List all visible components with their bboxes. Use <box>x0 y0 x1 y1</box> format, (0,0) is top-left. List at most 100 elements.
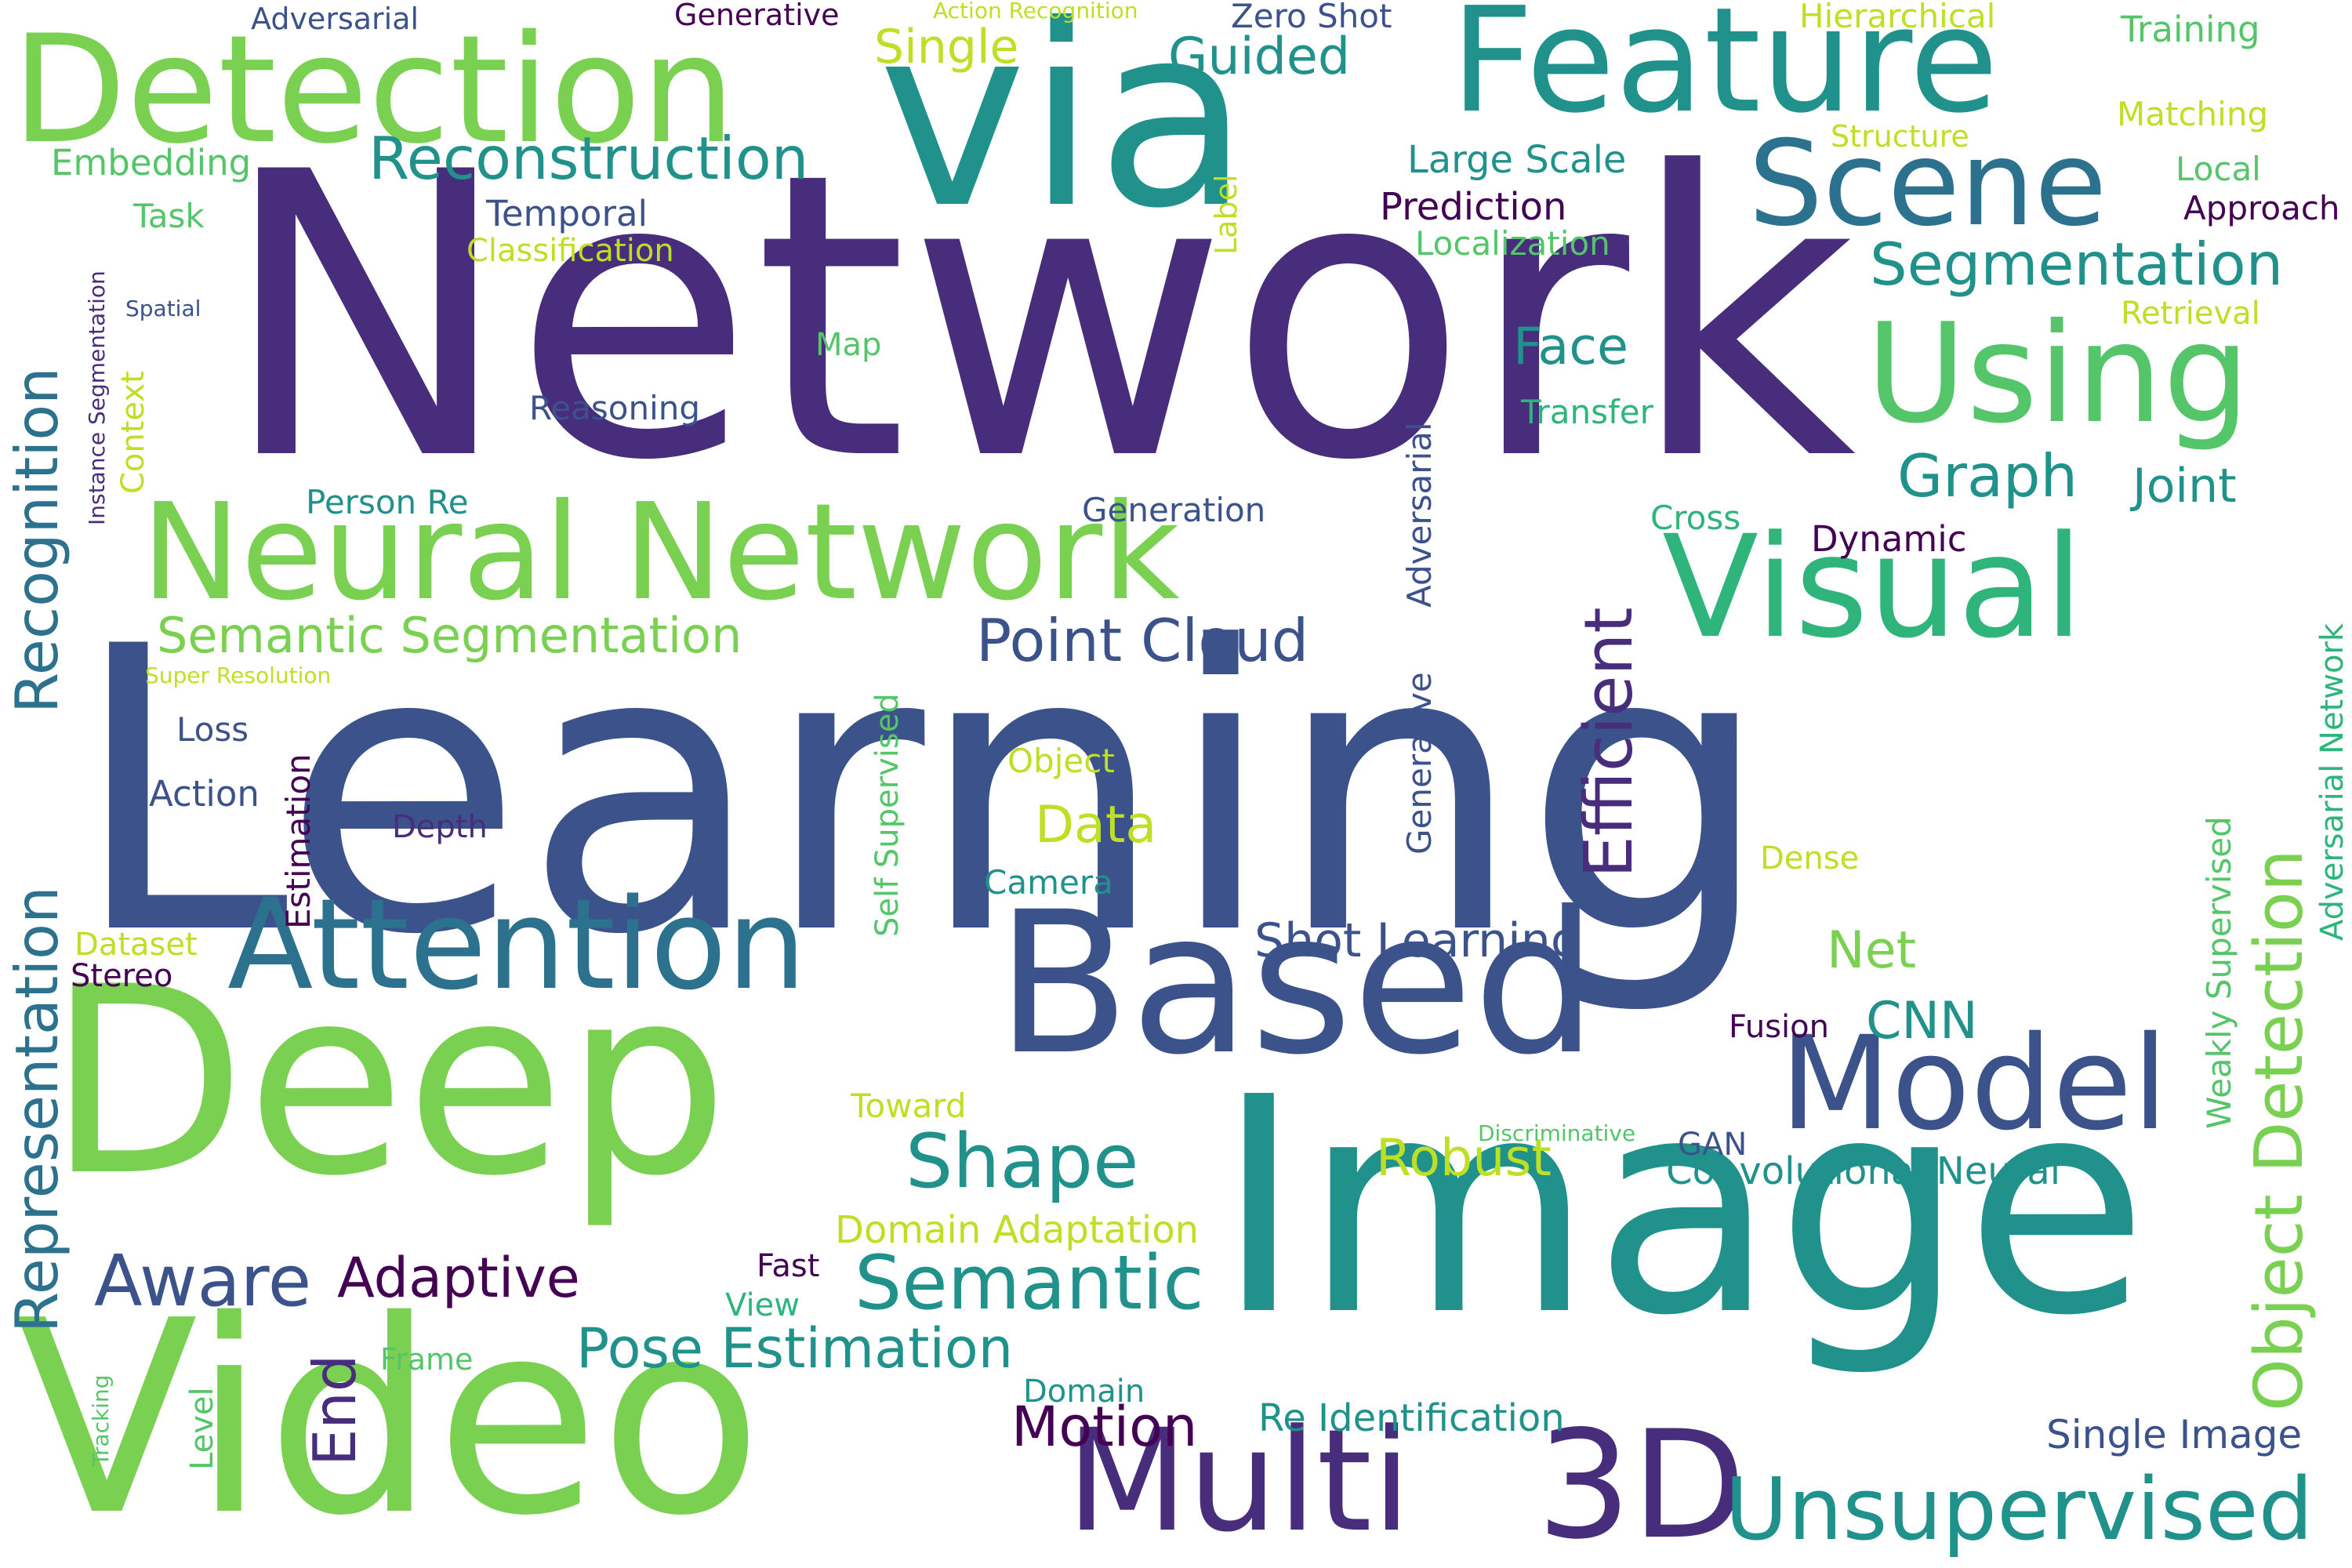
word-shape: Shape <box>906 1119 1139 1205</box>
word-reasoning: Reasoning <box>529 389 701 427</box>
word-domain-adaptation: Domain Adaptation <box>835 1208 1200 1252</box>
word-adaptive: Adaptive <box>337 1246 580 1310</box>
word-adversarial-v: Adversarial <box>1400 422 1439 608</box>
word-aware: Aware <box>94 1240 312 1323</box>
word-cnn: CNN <box>1866 992 1978 1051</box>
word-object: Object <box>1007 742 1115 780</box>
word-point-cloud: Point Cloud <box>976 606 1309 675</box>
word-re-identification: Re Identification <box>1258 1396 1565 1440</box>
word-depth: Depth <box>392 809 488 845</box>
word-model: Model <box>1780 1008 2169 1159</box>
word-stereo: Stereo <box>71 958 173 994</box>
word-level: Level <box>184 1387 220 1470</box>
word-single: Single <box>874 20 1019 74</box>
word-based: Based <box>996 869 1598 1098</box>
word-efficient: Efficient <box>1570 607 1648 878</box>
word-local: Local <box>2176 150 2261 188</box>
word-single-image: Single Image <box>2046 1412 2303 1457</box>
word-dynamic: Dynamic <box>1811 518 1967 560</box>
word-self-supervised: Self Supervised <box>869 693 906 937</box>
word-image: Image <box>1215 1033 2149 1381</box>
word-net: Net <box>1827 921 1917 980</box>
word-frame: Frame <box>380 1342 474 1377</box>
word-label: Label <box>1209 174 1243 255</box>
word-multi: Multi <box>1066 1399 1411 1563</box>
word-unsupervised: Unsupervised <box>1725 1459 2314 1559</box>
word-context: Context <box>115 371 151 494</box>
word-via: via <box>878 0 1250 263</box>
word-motion: Motion <box>1011 1395 1198 1459</box>
word-reconstruction: Reconstruction <box>368 124 809 193</box>
word-cross: Cross <box>1650 499 1741 537</box>
word-task: Task <box>133 197 205 235</box>
word-large-scale: Large Scale <box>1407 138 1627 182</box>
word-convolutional-neural: Convolutional Neural <box>1666 1149 2061 1193</box>
word-representation: Representation <box>2 886 71 1333</box>
word-adversarial-network: Adversarial Network <box>2314 622 2350 941</box>
word-dataset: Dataset <box>74 927 198 963</box>
word-generative: Generative <box>674 0 840 32</box>
word-approach: Approach <box>2183 189 2340 227</box>
word-spatial: Spatial <box>125 296 201 321</box>
word-semantic-segmentation: Semantic Segmentation <box>157 607 742 664</box>
word-fast: Fast <box>757 1248 820 1284</box>
word-localization: Localization <box>1415 224 1610 263</box>
word-embedding: Embedding <box>51 142 252 183</box>
word-prediction: Prediction <box>1380 185 1567 229</box>
word-estimation: Estimation <box>279 753 318 929</box>
word-retrieval: Retrieval <box>2121 296 2260 332</box>
word-face: Face <box>1513 318 1628 376</box>
word-weakly-supervised: Weakly Supervised <box>2200 816 2238 1129</box>
word-view: View <box>725 1287 800 1323</box>
word-super-resolution: Super Resolution <box>145 662 332 688</box>
word-adversarial-top: Adversarial <box>251 2 419 36</box>
word-joint: Joint <box>2132 459 2237 514</box>
word-gan: GAN <box>1678 1127 1748 1163</box>
word-data: Data <box>1035 796 1157 855</box>
word-attention: Attention <box>227 871 807 1018</box>
word-discriminative: Discriminative <box>1478 1120 1636 1146</box>
word-neural-network: Neural Network <box>141 475 1180 630</box>
word-guided: Guided <box>1168 27 1351 86</box>
word-using: Using <box>1866 295 2250 454</box>
word-action: Action <box>149 773 260 815</box>
word-detection: Detection <box>12 3 736 176</box>
word-zero-shot: Zero Shot <box>1231 0 1392 35</box>
word-toward: Toward <box>851 1087 967 1125</box>
word-3d: 3D <box>1537 1399 1747 1568</box>
word-instance-segmentation: Instance Segmentation <box>84 270 110 525</box>
word-domain: Domain <box>1023 1374 1145 1410</box>
word-graph: Graph <box>1897 441 2078 510</box>
word-generation: Generation <box>1082 491 1266 529</box>
word-hierarchical: Hierarchical <box>1799 0 1996 35</box>
word-robust: Robust <box>1376 1129 1552 1188</box>
word-dense: Dense <box>1760 840 1860 877</box>
word-action-recognition: Action Recognition <box>933 0 1138 24</box>
word-network: Network <box>220 89 1857 546</box>
word-object-detection: Object Detection <box>2241 849 2318 1411</box>
word-camera: Camera <box>984 863 1113 902</box>
word-pose-estimation: Pose Estimation <box>576 1316 1014 1381</box>
word-video: Video <box>16 1264 763 1568</box>
word-scene: Scene <box>1748 116 2107 252</box>
word-structure: Structure <box>1831 119 1969 154</box>
word-end: End <box>300 1354 369 1466</box>
word-classification: Classification <box>466 233 674 269</box>
word-shot-learning: Shot Learning <box>1254 913 1581 968</box>
word-transfer: Transfer <box>1521 393 1653 431</box>
word-semantic: Semantic <box>855 1240 1204 1327</box>
word-map: Map <box>815 327 882 363</box>
word-person-re: Person Re <box>306 483 469 521</box>
word-generative-v: Generative <box>1400 672 1439 855</box>
word-visual: Visual <box>1662 506 2084 670</box>
word-recognition: Recognition <box>2 367 71 713</box>
word-learning: Learning <box>71 564 1773 1020</box>
word-temporal: Temporal <box>486 193 648 234</box>
word-feature: Feature <box>1450 0 1999 145</box>
word-segmentation: Segmentation <box>1870 230 2284 299</box>
word-matching: Matching <box>2117 95 2269 133</box>
word-fusion: Fusion <box>1729 1009 1829 1045</box>
word-deep: Deep <box>47 931 729 1232</box>
word-tracking: Tracking <box>88 1374 114 1466</box>
